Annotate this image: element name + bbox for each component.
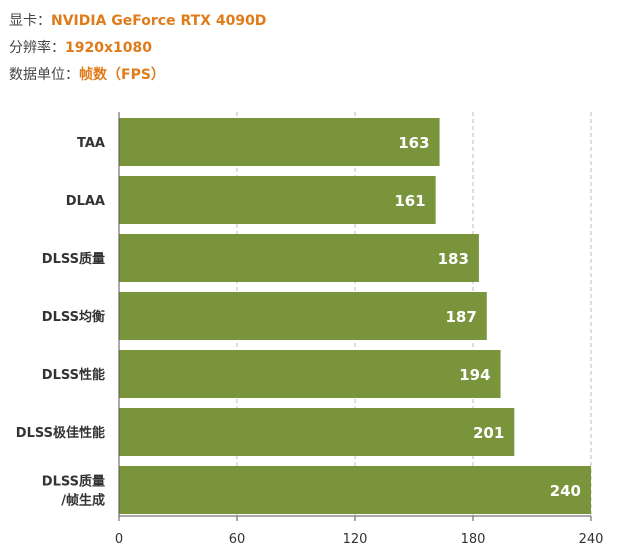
resolution-value: 1920x1080 (65, 40, 152, 56)
bar-1 (119, 176, 436, 224)
value-label-6: 240 (550, 482, 581, 500)
resolution-label: 分辨率： (9, 40, 65, 56)
x-tick-label-0: 0 (115, 532, 123, 547)
category-label-0: TAA (77, 136, 105, 151)
category-label-3: DLSS均衡 (42, 309, 105, 325)
bar-2 (119, 234, 479, 282)
bar-0 (119, 118, 440, 166)
unit-value: 帧数（FPS） (79, 67, 165, 83)
gpu-info: 显卡：NVIDIA GeForce RTX 4090D (9, 10, 266, 30)
category-label-5: DLSS极佳性能 (16, 425, 105, 441)
value-label-4: 194 (459, 366, 490, 384)
category-label-6-0: DLSS质量 (42, 474, 105, 490)
value-label-3: 187 (445, 308, 476, 326)
bar-6 (119, 466, 591, 514)
x-tick-label-240: 240 (579, 532, 604, 547)
value-label-5: 201 (473, 424, 504, 442)
category-label-4: DLSS性能 (42, 367, 105, 383)
category-label-1: DLAA (66, 194, 105, 209)
unit-info: 数据单位：帧数（FPS） (9, 64, 165, 84)
x-tick-label-120: 120 (343, 532, 368, 547)
x-tick-label-60: 60 (229, 532, 246, 547)
value-label-2: 183 (438, 250, 469, 268)
value-label-0: 163 (398, 134, 429, 152)
value-label-1: 161 (394, 192, 425, 210)
gpu-value: NVIDIA GeForce RTX 4090D (51, 13, 267, 29)
resolution-info: 分辨率：1920x1080 (9, 37, 152, 57)
category-label-2: DLSS质量 (42, 251, 105, 267)
bar-3 (119, 292, 487, 340)
bar-5 (119, 408, 515, 456)
category-label-6-1: /帧生成 (61, 493, 105, 509)
unit-label: 数据单位： (9, 67, 79, 83)
bar-4 (119, 350, 501, 398)
x-tick-label-180: 180 (461, 532, 486, 547)
gpu-label: 显卡： (9, 13, 51, 29)
